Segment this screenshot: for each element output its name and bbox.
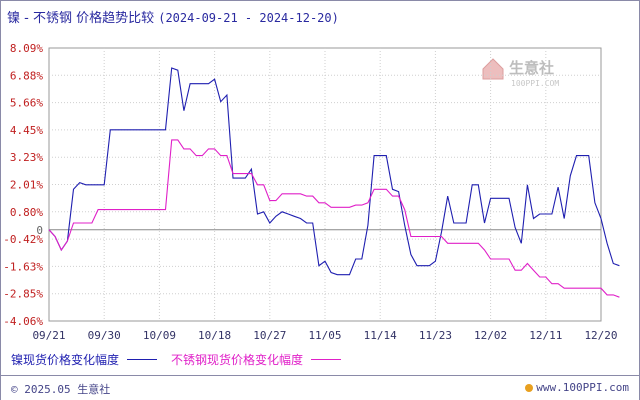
logo-house-icon [482,58,504,80]
x-tick-label: 11/23 [419,329,452,342]
legend-item-stainless: 不锈钢现货价格变化幅度 [171,351,342,368]
footer-url: www.100PPI.com [536,381,629,394]
x-tick-label: 12/11 [529,329,562,342]
y-tick-label: 3.23% [10,151,43,164]
grid [48,47,602,322]
legend-label-stainless: 不锈钢现货价格变化幅度 [171,353,304,367]
legend-swatch-nickel [127,359,158,360]
y-tick-label: 8.09% [10,42,43,55]
y-tick-label: 5.66% [10,97,43,110]
chart-title-range: (2024-09-21 - 2024-12-20) [158,11,339,25]
chart-title: 镍 - 不锈钢 价格趋势比较 (2024-09-21 - 2024-12-20) [7,7,339,26]
y-tick-label: 0.80% [10,206,43,219]
site-logo-icon [525,384,534,392]
y-tick-label: -0.42% [3,233,43,246]
legend: 镍现货价格变化幅度 不锈钢现货价格变化幅度 [11,351,355,368]
footer-link[interactable]: www.100PPI.com [525,381,629,394]
y-zero-label: 0 [36,224,43,237]
y-tick-label: -1.63% [3,260,43,273]
legend-swatch-stainless [311,359,342,360]
series-group [48,67,620,298]
y-axis: 8.09% 6.88% 5.66% 4.45% 3.23% 2.01% 0.80% -0.42… [3,42,43,328]
x-axis: 09/21 09/30 10/09 10/18 10/27 11/05 11/14 11/23… [32,329,617,342]
series-line-nickel [48,67,620,276]
footer-copyright: © 2025.05 生意社 [11,383,111,396]
x-tick-label: 09/21 [32,329,65,342]
x-tick-label: 09/30 [88,329,121,342]
y-tick-label: 4.45% [10,124,43,137]
watermark-logo: 生意社 100PPI.COM [482,58,559,88]
watermark-site: 100PPI.COM [511,79,559,88]
x-tick-label: 12/20 [584,329,617,342]
y-tick-label: -4.06% [3,315,43,328]
x-tick-label: 10/18 [198,329,231,342]
legend-label-nickel: 镍现货价格变化幅度 [11,353,120,367]
x-tick-label: 10/09 [143,329,176,342]
y-tick-label: 6.88% [10,69,43,82]
watermark-name: 生意社 [509,59,554,77]
x-tick-label: 11/14 [364,329,397,342]
x-tick-label: 11/05 [308,329,341,342]
series-line-stainless [48,139,620,298]
chart-title-main: 镍 - 不锈钢 价格趋势比较 [7,11,155,26]
y-tick-label: 2.01% [10,179,43,192]
x-tick-label: 10/27 [253,329,286,342]
line-chart: 生意社 100PPI.COM 8.09% 6.88% 5.66% 4.45% 3.23%… [3,42,620,342]
legend-item-nickel: 镍现货价格变化幅度 [11,351,158,368]
x-tick-label: 12/02 [474,329,507,342]
footer: © 2025.05 生意社 www.100PPI.com [1,375,639,400]
y-tick-label: -2.85% [3,288,43,301]
